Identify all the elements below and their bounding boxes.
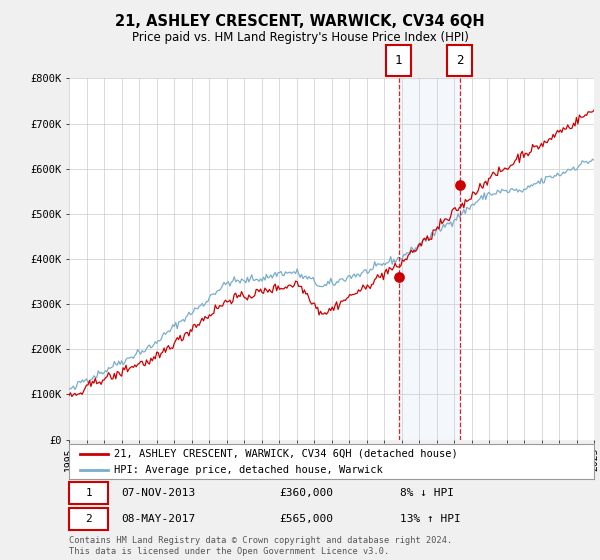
- Text: 07-NOV-2013: 07-NOV-2013: [121, 488, 196, 498]
- Text: Price paid vs. HM Land Registry's House Price Index (HPI): Price paid vs. HM Land Registry's House …: [131, 31, 469, 44]
- FancyBboxPatch shape: [69, 482, 109, 504]
- Text: 2: 2: [85, 515, 92, 524]
- Point: [394, 273, 403, 282]
- Text: 1: 1: [395, 54, 402, 67]
- Text: 8% ↓ HPI: 8% ↓ HPI: [400, 488, 454, 498]
- Text: £565,000: £565,000: [279, 515, 333, 524]
- Text: £360,000: £360,000: [279, 488, 333, 498]
- Text: 08-MAY-2017: 08-MAY-2017: [121, 515, 196, 524]
- Text: 21, ASHLEY CRESCENT, WARWICK, CV34 6QH: 21, ASHLEY CRESCENT, WARWICK, CV34 6QH: [115, 14, 485, 29]
- Text: 2: 2: [456, 54, 464, 67]
- Bar: [398, 78, 460, 440]
- Text: Contains HM Land Registry data © Crown copyright and database right 2024.
This d: Contains HM Land Registry data © Crown c…: [69, 536, 452, 556]
- Text: HPI: Average price, detached house, Warwick: HPI: Average price, detached house, Warw…: [113, 465, 382, 475]
- Text: 1: 1: [85, 488, 92, 498]
- Text: 21, ASHLEY CRESCENT, WARWICK, CV34 6QH (detached house): 21, ASHLEY CRESCENT, WARWICK, CV34 6QH (…: [113, 449, 457, 459]
- FancyBboxPatch shape: [69, 508, 109, 530]
- Point: [455, 180, 464, 189]
- Text: 13% ↑ HPI: 13% ↑ HPI: [400, 515, 461, 524]
